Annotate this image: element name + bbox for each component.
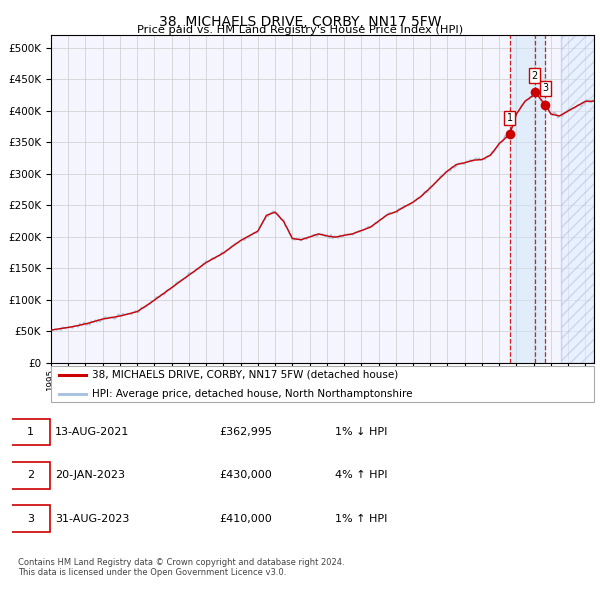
Text: £362,995: £362,995	[220, 427, 272, 437]
Text: 31-AUG-2023: 31-AUG-2023	[55, 514, 130, 524]
Text: 20-JAN-2023: 20-JAN-2023	[55, 470, 125, 480]
Text: 2: 2	[532, 71, 538, 81]
Text: Contains HM Land Registry data © Crown copyright and database right 2024.
This d: Contains HM Land Registry data © Crown c…	[18, 558, 344, 577]
Text: 2: 2	[27, 470, 34, 480]
Text: 3: 3	[27, 514, 34, 524]
Text: HPI: Average price, detached house, North Northamptonshire: HPI: Average price, detached house, Nort…	[92, 389, 412, 399]
Text: 38, MICHAELS DRIVE, CORBY, NN17 5FW: 38, MICHAELS DRIVE, CORBY, NN17 5FW	[159, 15, 441, 30]
Text: 1: 1	[27, 427, 34, 437]
Text: 13-AUG-2021: 13-AUG-2021	[55, 427, 130, 437]
Text: £410,000: £410,000	[220, 514, 272, 524]
Text: 1% ↑ HPI: 1% ↑ HPI	[335, 514, 387, 524]
FancyBboxPatch shape	[11, 462, 50, 489]
Bar	[561, 35, 594, 363]
FancyBboxPatch shape	[11, 506, 50, 532]
FancyBboxPatch shape	[51, 366, 594, 402]
Text: 4% ↑ HPI: 4% ↑ HPI	[335, 470, 387, 480]
FancyBboxPatch shape	[11, 418, 50, 445]
Text: 1% ↓ HPI: 1% ↓ HPI	[335, 427, 387, 437]
Text: 1: 1	[507, 113, 513, 123]
Text: 3: 3	[542, 83, 548, 93]
Bar	[510, 35, 545, 363]
Text: 38, MICHAELS DRIVE, CORBY, NN17 5FW (detached house): 38, MICHAELS DRIVE, CORBY, NN17 5FW (det…	[92, 370, 398, 380]
Text: Price paid vs. HM Land Registry's House Price Index (HPI): Price paid vs. HM Land Registry's House …	[137, 25, 463, 35]
Text: £430,000: £430,000	[220, 470, 272, 480]
Bar	[561, 35, 594, 363]
